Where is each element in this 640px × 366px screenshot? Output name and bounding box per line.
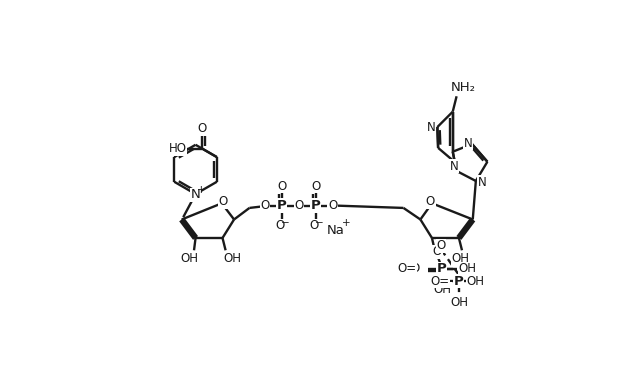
Text: O: O xyxy=(436,239,446,252)
Text: N: N xyxy=(477,176,486,189)
Text: O: O xyxy=(260,199,269,212)
Text: O: O xyxy=(277,180,287,193)
Text: O=: O= xyxy=(397,262,417,275)
Text: OH: OH xyxy=(180,252,198,265)
Text: O: O xyxy=(310,219,319,232)
Text: P: P xyxy=(437,262,447,275)
Text: OH: OH xyxy=(450,296,468,309)
Text: N: N xyxy=(450,160,459,173)
Text: O: O xyxy=(410,262,420,275)
Text: +: + xyxy=(197,185,206,195)
Text: O: O xyxy=(198,122,207,135)
Text: OH: OH xyxy=(433,283,451,296)
Text: HO: HO xyxy=(168,142,187,155)
Text: O: O xyxy=(219,195,228,208)
Text: N: N xyxy=(191,188,200,201)
Text: O=: O= xyxy=(430,274,449,288)
Text: N: N xyxy=(464,137,472,150)
Text: OH: OH xyxy=(467,274,485,288)
Text: P: P xyxy=(277,199,287,212)
Text: NH₂: NH₂ xyxy=(451,81,476,94)
Text: OH: OH xyxy=(451,252,470,265)
Text: O: O xyxy=(328,199,337,212)
Text: OH: OH xyxy=(223,252,241,265)
Text: P: P xyxy=(311,199,321,212)
Text: O: O xyxy=(426,195,435,208)
Text: Na: Na xyxy=(327,224,344,237)
Text: O: O xyxy=(276,219,285,232)
Text: O: O xyxy=(433,245,442,258)
Text: N: N xyxy=(427,120,436,134)
Text: +: + xyxy=(342,219,351,228)
Text: P: P xyxy=(454,274,464,288)
Text: −: − xyxy=(281,217,290,228)
Text: OH: OH xyxy=(458,262,476,275)
Text: −: − xyxy=(315,217,324,228)
Text: O: O xyxy=(294,199,303,212)
Text: O: O xyxy=(311,180,320,193)
